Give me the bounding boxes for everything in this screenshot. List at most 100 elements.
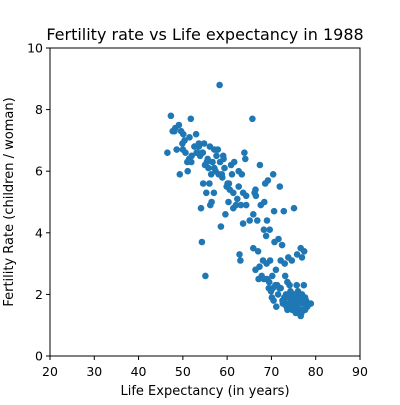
scatter-point <box>299 306 306 314</box>
scatter-point <box>195 140 203 147</box>
scatter-point <box>270 207 278 215</box>
scatter-point <box>225 180 233 187</box>
scatter-point <box>293 281 301 289</box>
scatter-point <box>234 195 241 203</box>
scatter-point <box>287 288 294 295</box>
x-tick-label: 70 <box>263 364 279 379</box>
scatter-point <box>205 164 212 172</box>
y-tick-label: 10 <box>27 41 43 56</box>
y-tick-label: 6 <box>35 164 43 179</box>
x-tick-label: 30 <box>86 364 102 379</box>
scatter-point <box>235 183 242 190</box>
scatter-point <box>300 281 308 289</box>
scatter-point <box>288 306 296 314</box>
scatter-point <box>171 127 178 135</box>
scatter-point <box>192 130 200 138</box>
scatter-point <box>293 251 301 258</box>
scatter-point <box>197 204 205 212</box>
scatter-point <box>202 272 209 280</box>
scatter-point <box>269 171 277 178</box>
scatter-point <box>222 211 229 218</box>
scatter-point <box>221 164 228 172</box>
scatter-point <box>272 266 280 274</box>
scatter-point <box>298 254 306 261</box>
plot-area-frame <box>49 47 361 357</box>
scatter-point <box>218 171 226 178</box>
scatter-point <box>278 241 286 249</box>
y-axis-label: Fertility Rate (children / woman) <box>2 97 17 306</box>
scatter-point <box>207 171 215 178</box>
scatter-point <box>276 183 284 190</box>
scatter-point <box>285 254 292 261</box>
scatter-point <box>260 226 268 233</box>
scatter-point <box>167 112 175 120</box>
scatter-point <box>241 149 248 156</box>
scatter-point <box>209 158 216 166</box>
x-tick-label: 40 <box>131 364 147 379</box>
scatter-point <box>290 300 298 307</box>
scatter-point <box>236 251 243 258</box>
scatter-point <box>261 198 268 206</box>
scatter-point <box>214 146 222 153</box>
scatter-point <box>220 155 227 163</box>
scatter-point <box>232 201 240 209</box>
scatter-point <box>198 238 206 246</box>
scatter-point <box>256 161 264 169</box>
y-tick-label: 0 <box>35 349 43 364</box>
scatter-point <box>277 257 285 264</box>
scatter-point <box>250 211 257 218</box>
scatter-point <box>263 260 270 267</box>
scatter-point <box>285 294 293 301</box>
y-tick-label: 4 <box>35 225 43 240</box>
data-points <box>164 81 315 320</box>
scatter-point <box>188 152 195 160</box>
x-tick-label: 20 <box>42 364 58 379</box>
scatter-point <box>239 220 247 227</box>
scatter-point <box>274 291 282 298</box>
scatter-point <box>199 180 207 187</box>
scatter-point <box>237 201 245 209</box>
x-tick-label: 50 <box>175 364 191 379</box>
scatter-point <box>266 226 274 233</box>
scatter-point <box>228 171 236 178</box>
scatter-point <box>300 248 308 255</box>
scatter-point <box>252 186 259 193</box>
scatter-point <box>203 189 210 197</box>
scatter-point <box>237 257 244 264</box>
scatter-point <box>225 198 232 206</box>
scatter-point <box>213 152 220 160</box>
scatter-point <box>284 278 291 286</box>
scatter-point <box>280 297 288 304</box>
scatter-point <box>186 134 193 141</box>
scatter-point <box>206 180 213 187</box>
scatter-point <box>307 300 315 307</box>
scatter-point <box>256 263 263 271</box>
scatter-point <box>200 140 208 147</box>
scatter-point <box>187 115 195 123</box>
scatter-point <box>179 140 186 147</box>
scatter-point <box>208 198 215 206</box>
y-tick-label: 8 <box>35 102 43 117</box>
scatter-point <box>260 275 268 283</box>
scatter-point <box>265 278 273 286</box>
scatter-point <box>176 171 184 178</box>
scatter-point <box>301 294 309 301</box>
scatter-point <box>175 121 183 129</box>
scatter-point <box>180 130 187 138</box>
scatter-point <box>253 217 261 224</box>
x-axis-label: Life Expectancy (in years) <box>120 384 289 399</box>
scatter-point <box>211 164 218 172</box>
scatter-point <box>164 149 171 156</box>
scatter-point <box>238 171 246 178</box>
scatter-point <box>270 297 277 304</box>
scatter-point <box>242 155 249 163</box>
scatter-point <box>269 272 276 280</box>
scatter-point <box>254 248 262 255</box>
scatter-point <box>179 146 187 153</box>
scatter-point <box>217 223 225 230</box>
scatter-point <box>210 189 218 197</box>
scatter-point <box>230 158 238 166</box>
